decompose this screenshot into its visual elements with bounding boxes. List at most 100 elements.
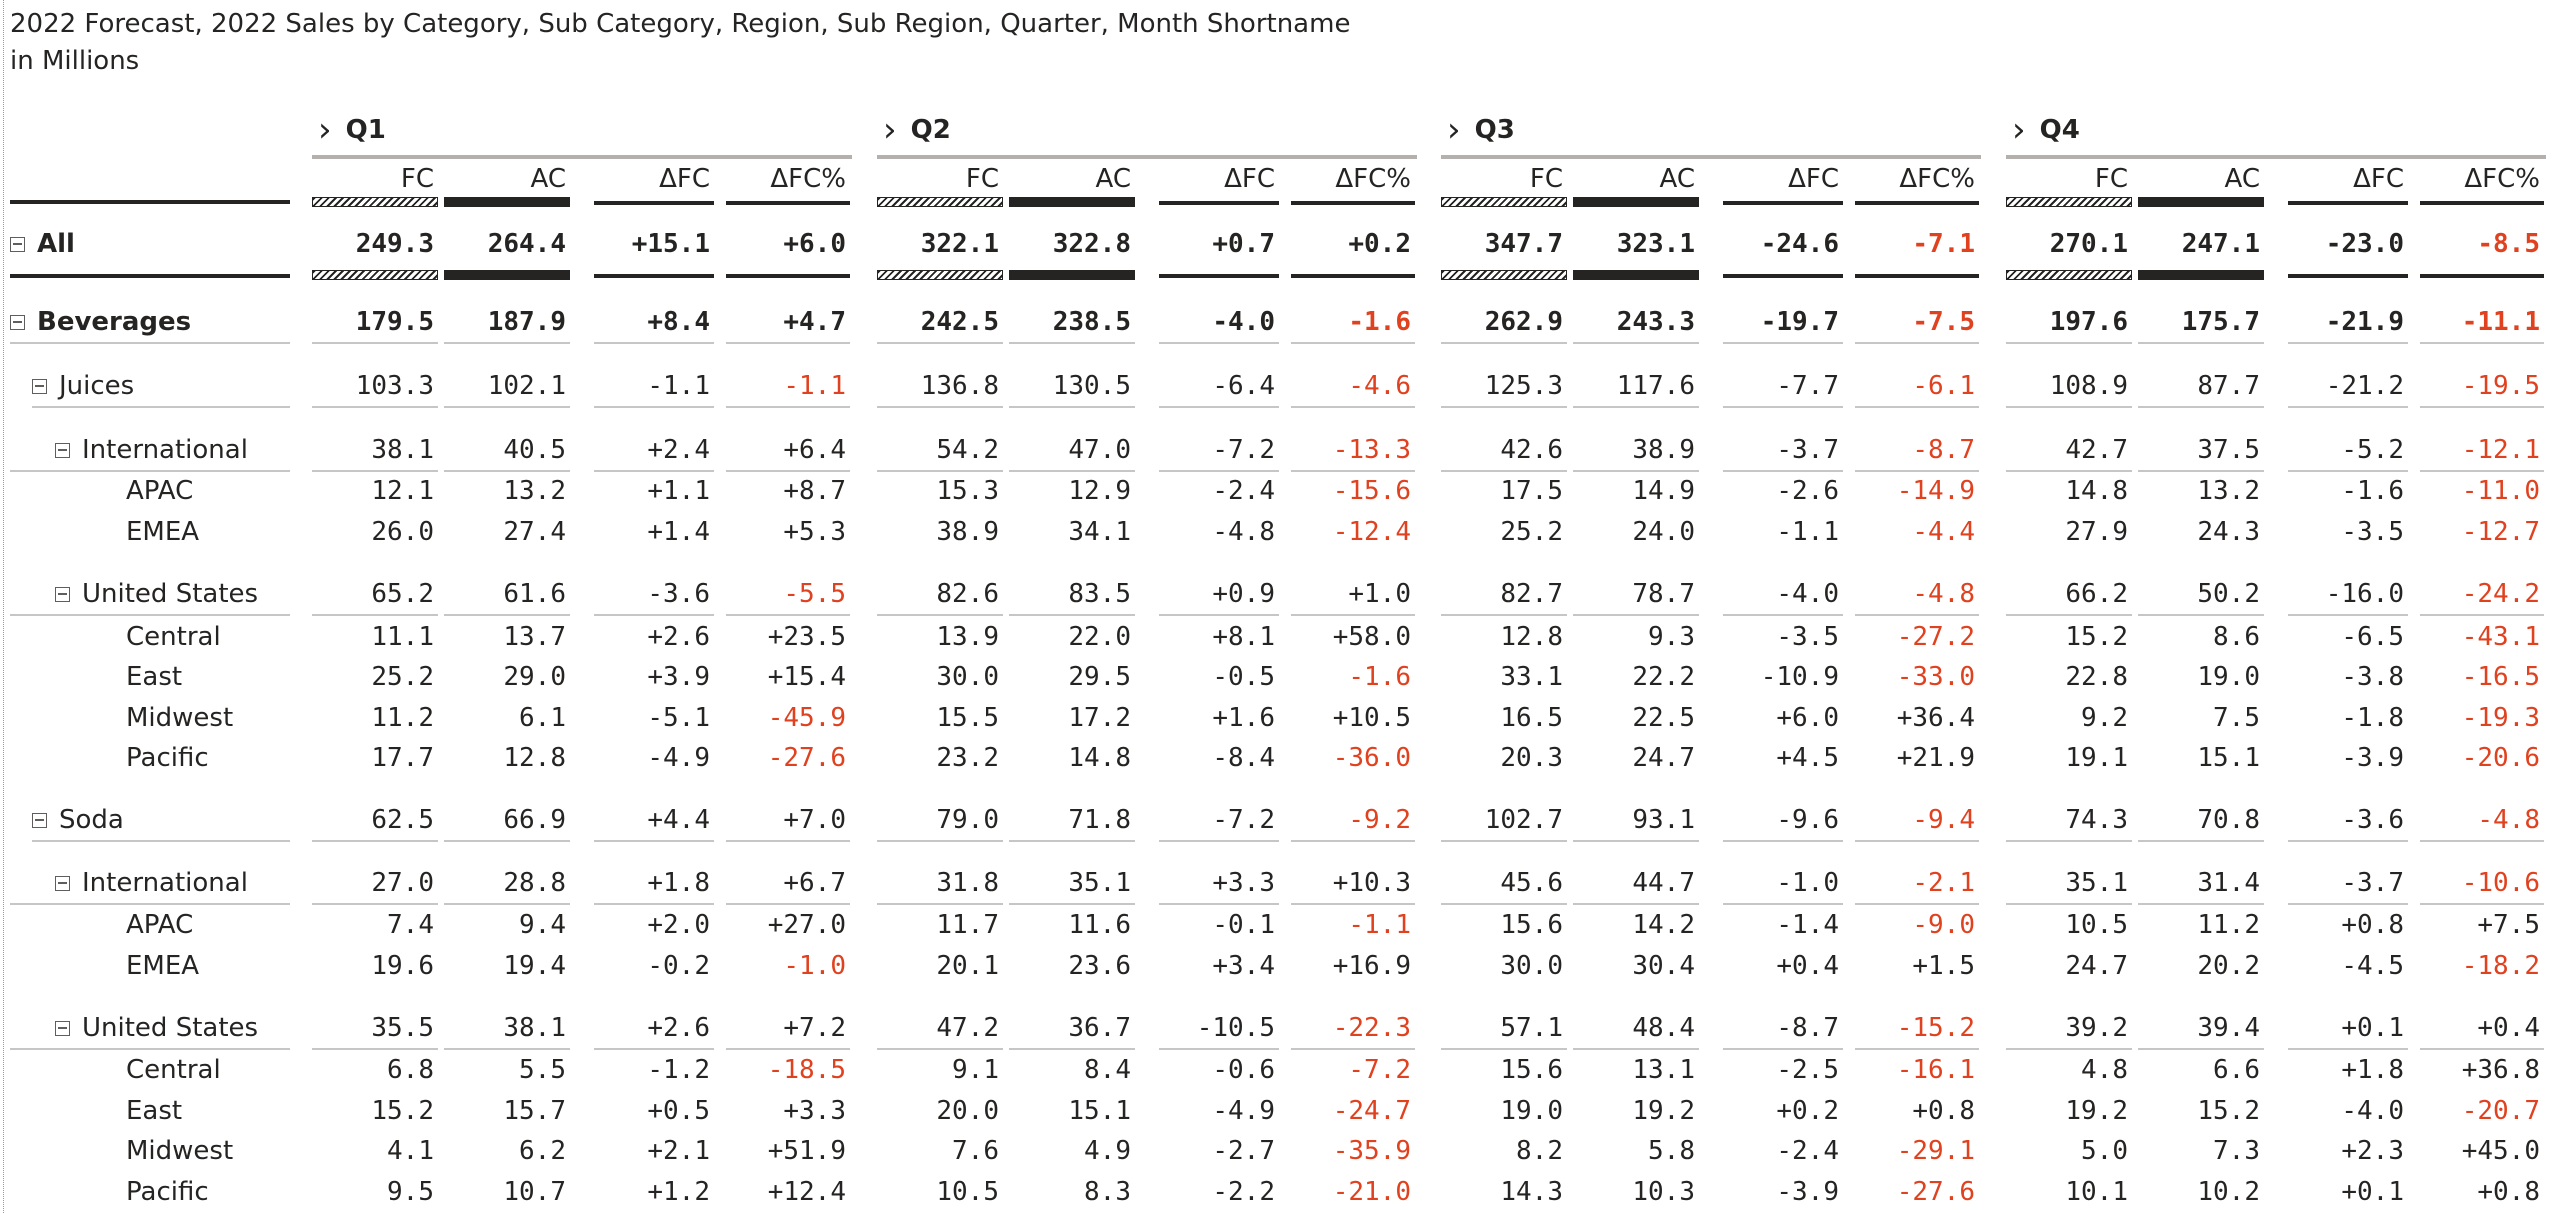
value-cell: -24.7 xyxy=(1332,1096,1411,1126)
value-rule xyxy=(2420,1048,2544,1050)
column-header-fc[interactable]: FC xyxy=(312,160,438,205)
column-header-delta-fc-pct[interactable]: ΔFC% xyxy=(2420,160,2544,205)
value-cell: 71.8 xyxy=(1068,805,1131,835)
value-rule xyxy=(1723,406,1843,408)
quarter-header-q1[interactable]: › Q1 xyxy=(312,105,852,159)
value-cell: 19.2 xyxy=(2065,1096,2128,1126)
collapse-icon[interactable] xyxy=(55,1020,70,1036)
column-header-delta-fc-pct[interactable]: ΔFC% xyxy=(1855,160,1979,205)
value-cell: 15.7 xyxy=(503,1096,566,1126)
value-rule xyxy=(2420,840,2544,842)
value-rule xyxy=(2006,840,2132,842)
quarter-header-q3[interactable]: › Q3 xyxy=(1441,105,1981,159)
collapse-icon[interactable] xyxy=(10,236,25,252)
value-rule xyxy=(2288,1048,2408,1050)
column-header-ac[interactable]: AC xyxy=(1573,160,1699,205)
quarter-header-q4[interactable]: › Q4 xyxy=(2006,105,2546,159)
value-rule xyxy=(1441,406,1567,408)
column-header-delta-fc-pct[interactable]: ΔFC% xyxy=(726,160,850,205)
row-label-beverages[interactable]: Beverages xyxy=(10,304,191,340)
column-header-ac[interactable]: AC xyxy=(444,160,570,205)
value-cell: 66.2 xyxy=(2065,579,2128,609)
column-header-delta-fc[interactable]: ΔFC xyxy=(1723,160,1843,205)
value-cell: -15.6 xyxy=(1332,476,1411,506)
value-cell: 15.2 xyxy=(2065,622,2128,652)
collapse-icon[interactable] xyxy=(32,812,47,828)
value-cell: -4.6 xyxy=(1348,371,1411,401)
value-cell: 175.7 xyxy=(2181,307,2260,337)
row-label-united-states[interactable]: United States xyxy=(55,1010,258,1046)
row-label-text: Central xyxy=(126,1055,221,1085)
collapse-icon[interactable] xyxy=(55,586,70,602)
chevron-right-icon[interactable]: › xyxy=(1447,110,1461,150)
resize-handle[interactable] xyxy=(3,0,8,1213)
value-cell: -1.6 xyxy=(2341,476,2404,506)
value-cell: +0.5 xyxy=(647,1096,710,1126)
value-rule xyxy=(312,470,438,472)
collapse-icon[interactable] xyxy=(55,875,70,891)
value-cell: 39.4 xyxy=(2197,1013,2260,1043)
chevron-right-icon[interactable]: › xyxy=(883,110,897,150)
value-cell: -3.6 xyxy=(2341,805,2404,835)
value-cell: 197.6 xyxy=(2049,307,2128,337)
value-cell: 19.0 xyxy=(2197,662,2260,692)
value-cell: +0.8 xyxy=(2477,1177,2540,1207)
value-rule xyxy=(1855,840,1979,842)
value-rule xyxy=(2138,1048,2264,1050)
value-rule xyxy=(726,840,850,842)
value-cell: +10.3 xyxy=(1332,868,1411,898)
value-cell: -45.9 xyxy=(767,703,846,733)
quarter-header-q2[interactable]: › Q2 xyxy=(877,105,1417,159)
row-label-text: East xyxy=(126,1096,183,1126)
column-header-delta-fc-pct[interactable]: ΔFC% xyxy=(1291,160,1415,205)
row-label-international[interactable]: International xyxy=(55,865,248,901)
chevron-right-icon[interactable]: › xyxy=(2012,110,2026,150)
value-cell: -20.7 xyxy=(2461,1096,2540,1126)
value-rule xyxy=(2288,406,2408,408)
value-cell: +7.2 xyxy=(783,1013,846,1043)
value-cell: -4.9 xyxy=(647,743,710,773)
value-cell: 82.7 xyxy=(1500,579,1563,609)
row-label-rule xyxy=(10,470,290,472)
value-cell: +3.9 xyxy=(647,662,710,692)
row-label-international[interactable]: International xyxy=(55,432,248,468)
chevron-right-icon[interactable]: › xyxy=(318,110,332,150)
ac-total-solid-bar xyxy=(444,270,570,280)
value-cell: -3.5 xyxy=(1776,622,1839,652)
fc-total-hatch-bar xyxy=(1441,270,1567,280)
value-cell: +0.7 xyxy=(1212,229,1275,259)
column-header-delta-fc[interactable]: ΔFC xyxy=(594,160,714,205)
row-label-united-states[interactable]: United States xyxy=(55,576,258,612)
ac-total-solid-bar xyxy=(1009,270,1135,280)
row-label-all[interactable]: All xyxy=(10,226,75,262)
row-label-midwest: Midwest xyxy=(126,700,233,736)
value-cell: 4.8 xyxy=(2081,1055,2128,1085)
value-cell: -7.1 xyxy=(1912,229,1975,259)
value-cell: +2.0 xyxy=(647,910,710,940)
value-cell: 13.2 xyxy=(2197,476,2260,506)
column-header-ac[interactable]: AC xyxy=(1009,160,1135,205)
value-cell: +23.5 xyxy=(767,622,846,652)
column-header-fc[interactable]: FC xyxy=(2006,160,2132,205)
value-rule xyxy=(594,614,714,616)
column-header-label: AC xyxy=(2224,164,2260,194)
column-header-delta-fc[interactable]: ΔFC xyxy=(2288,160,2408,205)
value-rule xyxy=(726,903,850,905)
row-label-juices[interactable]: Juices xyxy=(32,368,134,404)
column-header-ac[interactable]: AC xyxy=(2138,160,2264,205)
value-cell: 82.6 xyxy=(936,579,999,609)
value-rule xyxy=(877,840,1003,842)
value-cell: -4.8 xyxy=(2477,805,2540,835)
value-cell: +16.9 xyxy=(1332,951,1411,981)
value-rule xyxy=(1159,840,1279,842)
value-cell: 39.2 xyxy=(2065,1013,2128,1043)
collapse-icon[interactable] xyxy=(55,442,70,458)
column-header-fc[interactable]: FC xyxy=(877,160,1003,205)
collapse-icon[interactable] xyxy=(10,314,25,330)
value-cell: 38.1 xyxy=(371,435,434,465)
column-header-delta-fc[interactable]: ΔFC xyxy=(1159,160,1279,205)
row-label-soda[interactable]: Soda xyxy=(32,802,124,838)
column-header-label: ΔFC xyxy=(1788,164,1839,194)
collapse-icon[interactable] xyxy=(32,378,47,394)
column-header-fc[interactable]: FC xyxy=(1441,160,1567,205)
